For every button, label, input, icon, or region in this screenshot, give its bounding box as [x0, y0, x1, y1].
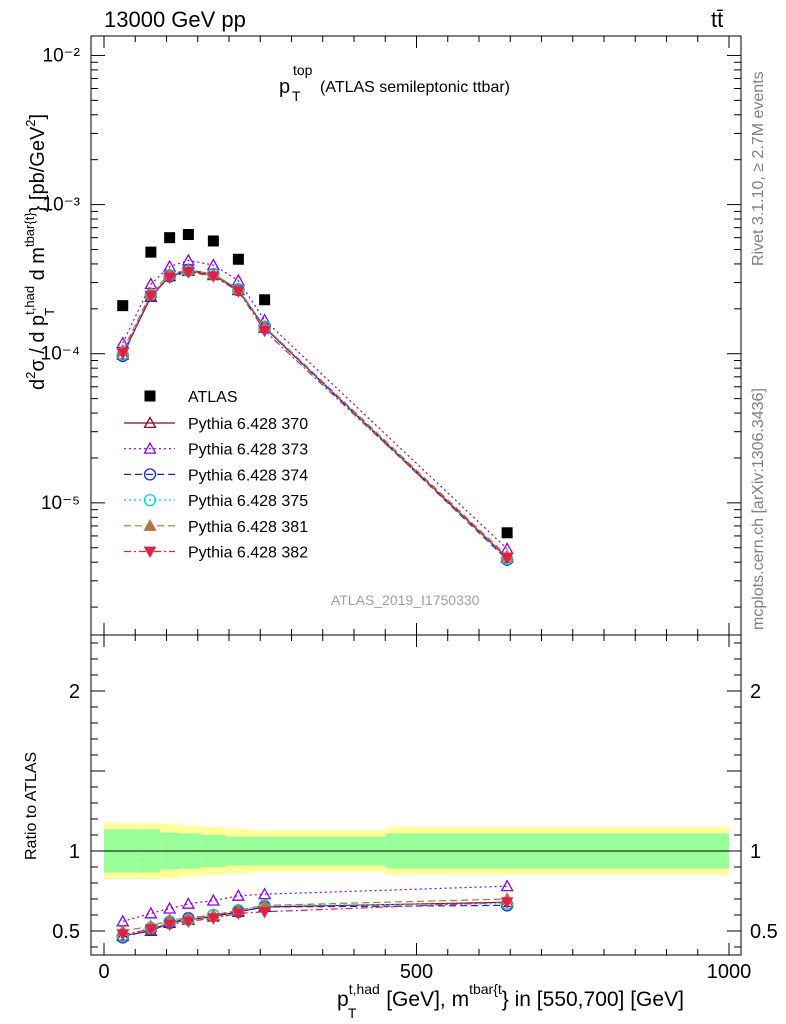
ratio-point — [231, 888, 245, 901]
legend-marker — [144, 390, 156, 402]
plot-title-sup: top — [293, 62, 313, 78]
process-label: tt̄ — [711, 7, 723, 32]
y-tick-label: 10⁻³ — [43, 195, 81, 216]
series-line — [122, 269, 508, 557]
ratio-series — [116, 879, 514, 944]
legend-marker — [143, 441, 157, 454]
ratio-panel-frame — [90, 634, 742, 956]
ratio-point — [182, 916, 195, 928]
legend-label: Pythia 6.428 370 — [188, 416, 308, 433]
series-line — [122, 270, 508, 560]
series-point — [144, 290, 158, 303]
x-tick-label: 0 — [98, 961, 109, 983]
data-point — [259, 294, 271, 306]
ratio-point — [181, 896, 195, 909]
analysis-watermark: ATLAS_2019_I1750330 — [331, 592, 480, 608]
ratio-y-tick-label: 1 — [69, 841, 80, 863]
legend: ATLAS Pythia 6.428 370 Pythia 6.428 373 Pyt… — [124, 389, 308, 562]
ratio-point — [163, 901, 177, 914]
legend-marker — [143, 493, 157, 507]
ratio-point — [207, 913, 220, 925]
legend-marker — [143, 546, 157, 559]
ratio-point — [500, 897, 514, 909]
ratio-point — [116, 929, 130, 941]
data-point — [501, 527, 513, 539]
y-tick-label: 10⁻² — [43, 45, 81, 66]
ratio-point — [258, 887, 272, 900]
ratio-series-line — [122, 901, 508, 935]
legend-label: Pythia 6.428 374 — [188, 467, 308, 484]
ratio-series-line — [122, 903, 508, 937]
data-point — [117, 300, 129, 312]
ratio-point — [144, 924, 158, 936]
ratio-point — [232, 908, 245, 920]
series-line — [122, 259, 508, 550]
rivet-label: Rivet 3.1.10, ≥ 2.7M events — [750, 71, 767, 266]
main-y-axis-label: d2σ / d pt,had T d mtbar{t}} [pb/GeV2] — [22, 114, 57, 390]
legend-label: Pythia 6.428 381 — [188, 519, 308, 536]
legend-marker — [143, 468, 157, 481]
data-point — [164, 232, 176, 244]
series-point — [258, 325, 271, 338]
plot-title-sub: T — [292, 88, 301, 104]
y-tick-label: 10⁻⁵ — [41, 493, 80, 514]
ratio-point — [144, 906, 158, 919]
data-point — [145, 246, 157, 258]
series-point — [207, 271, 220, 283]
main-series — [116, 229, 514, 566]
series-line — [122, 270, 508, 559]
x-tick-label: 1000 — [707, 961, 752, 983]
x-axis-label: pt,had T [GeV], mtbar{t} in [550,700] [Ge… — [337, 981, 684, 1021]
axes: 0 500 1000 10⁻⁵ 10⁻⁴ 10⁻³ 10⁻² 0.5 0.5 1 1 2 2 — [41, 36, 778, 983]
data-point — [182, 229, 194, 241]
ratio-y-tick-label-right: 2 — [750, 681, 761, 703]
ratio-y-tick-label: 0.5 — [52, 921, 80, 943]
legend-label: Pythia 6.428 375 — [188, 493, 308, 510]
ratio-y-axis-label: Ratio to ATLAS — [23, 752, 40, 860]
series-point — [163, 272, 176, 285]
ratio-point — [500, 879, 514, 892]
ratio-y-tick-label-right: 0.5 — [750, 921, 778, 943]
ratio-series-line — [122, 898, 508, 932]
plot-title-main: p — [279, 76, 290, 98]
data-point — [232, 253, 244, 265]
series-point — [500, 552, 514, 565]
series-point — [182, 267, 195, 279]
x-tick-label: 500 — [400, 961, 433, 983]
ratio-y-tick-label: 2 — [69, 681, 80, 703]
series-line — [122, 271, 508, 559]
legend-label: Pythia 6.428 373 — [188, 442, 308, 459]
energy-label: 13000 GeV pp — [104, 7, 246, 32]
ratio-point — [163, 919, 176, 932]
plot-title: p — [279, 76, 290, 98]
series-point — [232, 286, 245, 298]
data-point — [207, 235, 219, 247]
series-point — [116, 348, 130, 360]
legend-label: Pythia 6.428 382 — [188, 545, 308, 562]
ratio-y-tick-label-right: 1 — [750, 841, 761, 863]
series-line — [122, 269, 508, 561]
legend-marker — [143, 416, 157, 429]
plot-title-rest: (ATLAS semileptonic ttbar) — [320, 79, 510, 96]
legend-label: ATLAS — [188, 389, 238, 406]
y-tick-label: 10⁻⁴ — [41, 344, 80, 365]
ratio-point — [206, 893, 220, 906]
legend-marker — [143, 518, 157, 531]
ratio-point — [258, 906, 271, 919]
mcplots-label: mcplots.cern.ch [arXiv:1306.3436] — [750, 388, 767, 630]
ratio-series-line — [122, 885, 508, 922]
